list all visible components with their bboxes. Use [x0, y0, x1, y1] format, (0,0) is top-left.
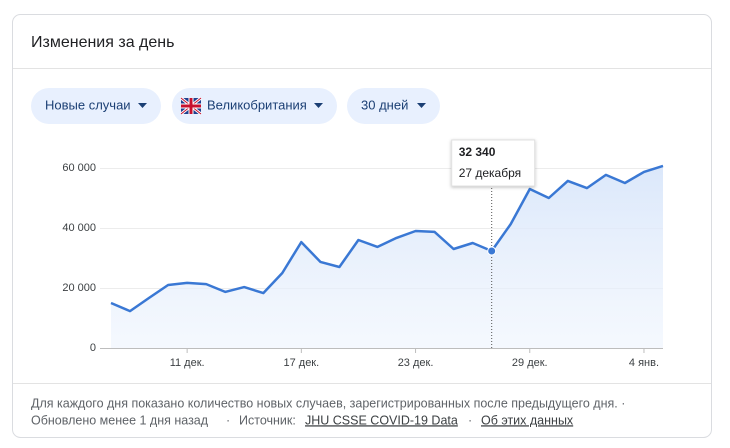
chart: 0 20 000 40 000 60 000 11 дек. 17 дек. 23 дек.… — [62, 139, 664, 369]
chip[interactable]: Новые случаи — [31, 88, 161, 124]
chip[interactable]: 30 дней — [347, 88, 440, 124]
dropdown-arrow — [417, 103, 426, 108]
y-tick-label: 20 000 — [62, 282, 96, 294]
x-tick-label: 23 дек. — [398, 357, 434, 369]
source-link[interactable]: JHU CSSE COVID-19 Data — [305, 413, 458, 427]
tooltip-value: 32 340 — [459, 145, 496, 159]
chip-bg — [347, 88, 440, 124]
x-tick-label: 29 дек. — [512, 357, 548, 369]
tooltip-date: 27 декабря — [459, 166, 521, 180]
x-tick-label: 4 янв. — [629, 357, 659, 369]
updated-text: Обновлено менее 1 дня назад — [31, 413, 209, 427]
dropdown-arrow — [138, 103, 147, 108]
x-tick-label: 17 дек. — [283, 357, 319, 369]
separator: · — [468, 413, 472, 427]
area — [111, 165, 663, 348]
about-link[interactable]: Об этих данных — [481, 413, 574, 427]
chip-bg — [31, 88, 161, 124]
chip[interactable]: Великобритания — [172, 88, 337, 124]
uk-flag — [180, 96, 202, 116]
footer-note: Для каждого дня показано количество новы… — [31, 396, 625, 410]
tooltip — [451, 139, 536, 187]
source-label: Источник: — [239, 413, 296, 427]
separator: · — [226, 413, 230, 427]
dropdown-arrow — [314, 103, 323, 108]
highlight-point — [487, 246, 497, 256]
y-tick-label: 60 000 — [62, 162, 96, 174]
chip-label[interactable]: Великобритания — [207, 97, 307, 112]
chip-label[interactable]: Новые случаи — [45, 97, 131, 112]
chip-label[interactable]: 30 дней — [361, 97, 408, 112]
chip-bg — [172, 88, 337, 124]
x-tick-label: 11 дек. — [170, 357, 205, 369]
y-tick-label: 0 — [90, 342, 96, 354]
card-title: Изменения за день — [31, 34, 174, 51]
y-tick-label: 40 000 — [62, 222, 96, 234]
line — [110, 164, 664, 313]
